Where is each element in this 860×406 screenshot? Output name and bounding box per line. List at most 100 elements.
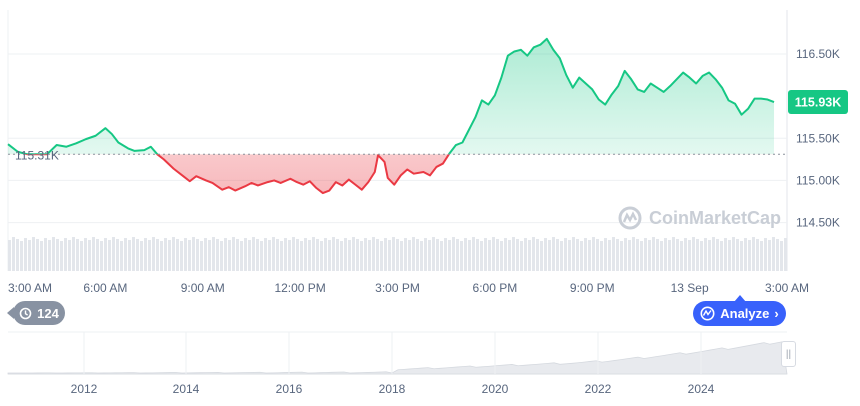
volume-bar (352, 237, 355, 271)
volume-bar (692, 237, 695, 271)
volume-bar (576, 239, 579, 271)
volume-bar (304, 238, 307, 271)
volume-bar (280, 241, 283, 271)
volume-bar (508, 240, 511, 271)
volume-bar (468, 240, 471, 271)
open-price-label: 115.31K (15, 148, 59, 162)
coinmarketcap-logo-icon (618, 206, 642, 230)
range-slider-handle[interactable]: || (781, 341, 796, 367)
analyze-label: Analyze (720, 306, 770, 321)
x-tick-label: 12:00 PM (274, 281, 325, 295)
volume-bar (548, 240, 551, 271)
volume-bar (356, 239, 359, 271)
analyze-icon (700, 306, 715, 321)
volume-bar (388, 240, 391, 271)
volume-bar (152, 237, 155, 271)
history-count: 124 (37, 305, 59, 321)
volume-bar (336, 239, 339, 271)
volume-bar (108, 240, 111, 271)
volume-bar (524, 238, 527, 271)
volume-bar (528, 240, 531, 271)
volume-bar (380, 241, 383, 271)
volume-bar (612, 237, 615, 271)
volume-bar (472, 237, 475, 271)
x-tick-label: 3:00 AM (765, 281, 809, 295)
history-count-badge[interactable]: 124 (7, 301, 65, 325)
coinmarketcap-watermark: CoinMarketCap (617, 205, 781, 231)
volume-bar (772, 237, 775, 271)
volume-bar (248, 240, 251, 271)
grip-icon: || (785, 348, 792, 360)
volume-bar (720, 241, 723, 271)
x-tick-label: 3:00 AM (8, 281, 52, 295)
volume-bar (756, 239, 759, 271)
chevron-right-icon: › (774, 306, 779, 321)
volume-bar (668, 240, 671, 271)
volume-bar (276, 239, 279, 271)
volume-bar (40, 241, 43, 271)
volume-bar (104, 238, 107, 271)
volume-bar (596, 239, 599, 271)
volume-bar (660, 241, 663, 271)
volume-bar (36, 239, 39, 271)
volume-bar (420, 241, 423, 271)
volume-bar (208, 240, 211, 271)
overview-area (7, 341, 788, 375)
volume-bar (492, 237, 495, 271)
volume-bar (368, 240, 371, 271)
volume-bar (436, 239, 439, 271)
overview-year-label: 2012 (71, 382, 98, 396)
volume-bar (516, 239, 519, 271)
volume-bar (252, 237, 255, 271)
volume-bar (324, 238, 327, 271)
volume-bar (312, 237, 315, 271)
volume-bar (328, 240, 331, 271)
volume-bar (240, 241, 243, 271)
volume-bar (100, 241, 103, 271)
volume-bar (64, 238, 67, 271)
volume-bar (704, 238, 707, 271)
volume-bar (532, 237, 535, 271)
volume-bar (288, 240, 291, 271)
price-line-up (7, 37, 775, 155)
volume-bar (456, 239, 459, 271)
volume-bar (88, 240, 91, 271)
current-price-label: 115.93K (795, 96, 842, 110)
volume-bar (680, 241, 683, 271)
volume-bar (220, 241, 223, 271)
volume-bar (752, 237, 755, 271)
volume-bar (764, 238, 767, 271)
volume-bar (500, 241, 503, 271)
volume-bar (440, 241, 443, 271)
volume-bar (116, 239, 119, 271)
volume-bar (556, 239, 559, 271)
volume-bar (160, 241, 163, 271)
volume-bar (452, 237, 455, 271)
volume-bar (228, 240, 231, 271)
volume-bar (736, 239, 739, 271)
volume-bar (184, 238, 187, 271)
price-line-down (23, 154, 451, 195)
volume-bar (432, 237, 435, 271)
analyze-button[interactable]: Analyze › (693, 295, 786, 326)
y-tick-label: 116.50K (796, 47, 840, 61)
volume-bar (776, 239, 779, 271)
volume-bar (96, 239, 99, 271)
volume-bar (444, 238, 447, 271)
volume-bar (732, 237, 735, 271)
volume-bar (76, 239, 79, 271)
overview-year-label: 2020 (482, 382, 509, 396)
volume-bar (44, 238, 47, 271)
volume-bar (408, 240, 411, 271)
overview-year-label: 2018 (379, 382, 406, 396)
volume-bar (768, 240, 771, 271)
volume-bar (236, 239, 239, 271)
volume-bar (364, 238, 367, 271)
volume-bar (168, 240, 171, 271)
x-tick-label: 13 Sep (671, 281, 709, 295)
volume-bar (652, 237, 655, 271)
volume-bar (708, 240, 711, 271)
volume-bar (428, 240, 431, 271)
